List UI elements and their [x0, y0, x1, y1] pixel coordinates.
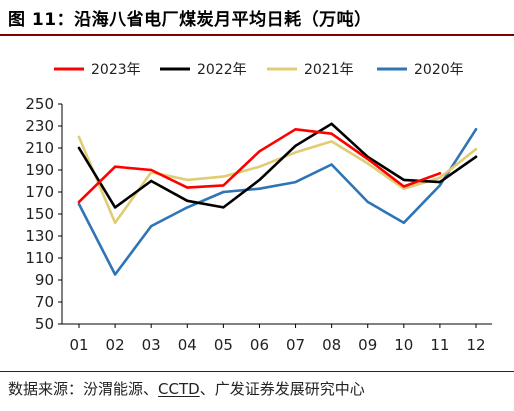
x-tick-label: 04 [178, 336, 197, 354]
x-tick-label: 10 [394, 336, 413, 354]
data-point [113, 206, 117, 209]
legend: 2023年 2022年 2021年 2020年 [54, 62, 464, 78]
point-marks [77, 122, 478, 276]
series-line-1 [77, 122, 478, 209]
data-point [113, 273, 117, 276]
data-point [258, 178, 261, 182]
data-point [474, 147, 478, 151]
x-tick-label: 06 [250, 336, 269, 354]
y-tick-label: 230 [25, 117, 54, 135]
y-tick-label: 250 [25, 95, 54, 113]
data-point [366, 162, 369, 165]
data-point [438, 172, 442, 175]
data-point [366, 155, 369, 158]
source-prefix: 数据来源：汾渭能源、 [8, 380, 159, 398]
x-tick-label: 09 [358, 336, 377, 354]
data-point [186, 178, 189, 182]
data-point [258, 165, 261, 168]
data-point [149, 224, 153, 228]
data-point [438, 176, 442, 179]
y-tick-label: 190 [25, 161, 54, 179]
data-point [149, 171, 153, 174]
data-point [366, 200, 369, 204]
data-point [366, 157, 369, 161]
data-point [474, 128, 478, 131]
data-point [294, 180, 297, 184]
data-point [222, 206, 225, 209]
title-divider [0, 34, 514, 36]
source-note: 数据来源：汾渭能源、CCTD、广发证券发展研究中心 [8, 378, 365, 399]
y-tick-label: 130 [25, 227, 54, 245]
data-point [258, 150, 261, 153]
series-line-3 [77, 128, 478, 276]
x-tick-label: 11 [430, 336, 449, 354]
data-point [222, 184, 225, 187]
x-tick-label: 08 [322, 336, 341, 354]
x-tick-label: 05 [214, 336, 233, 354]
legend-label: 2022年 [197, 62, 247, 78]
data-point [77, 202, 81, 206]
y-tick-label: 50 [35, 315, 54, 333]
data-point [402, 178, 406, 182]
data-point [330, 122, 333, 126]
data-point [402, 185, 406, 188]
data-point [402, 221, 406, 224]
source-link-cctd[interactable]: CCTD [158, 380, 200, 398]
data-point [186, 206, 189, 209]
source-suffix: 、广发证券发展研究中心 [199, 380, 365, 398]
data-point [474, 155, 478, 158]
legend-label: 2020年 [414, 62, 464, 78]
data-point [77, 135, 81, 139]
y-tick-label: 70 [35, 293, 54, 311]
x-tick-label: 03 [142, 336, 161, 354]
data-point [77, 200, 81, 204]
data-point [149, 179, 153, 183]
y-tick-label: 170 [25, 183, 54, 201]
data-point [77, 146, 81, 150]
footer-divider [0, 371, 514, 372]
y-tick-label: 150 [25, 205, 54, 223]
data-point [402, 187, 406, 190]
data-point [186, 199, 189, 202]
data-point [438, 180, 442, 184]
series-lines [77, 122, 478, 276]
chart-axes: 50 70 90 110 130 150 170 190 210 230 250 01 02 03 04 05… [25, 95, 492, 354]
data-point [258, 187, 261, 190]
data-point [113, 221, 117, 224]
data-point [222, 190, 225, 194]
data-point [294, 151, 297, 154]
data-point [186, 186, 189, 189]
data-point [294, 128, 297, 131]
y-tick-label: 110 [25, 249, 54, 267]
legend-label: 2023年 [91, 62, 141, 78]
legend-label: 2021年 [304, 62, 354, 78]
data-point [113, 165, 117, 168]
data-point [149, 168, 153, 172]
x-tick-label: 12 [466, 336, 485, 354]
x-tick-label: 02 [106, 336, 125, 354]
series-line-2 [77, 135, 478, 225]
figure-title: 图 11：沿海八省电厂煤炭月平均日耗（万吨） [8, 10, 372, 30]
y-tick-label: 90 [35, 271, 54, 289]
x-tick-label: 01 [69, 336, 88, 354]
data-point [330, 163, 333, 166]
data-point [438, 184, 442, 187]
data-point [294, 144, 297, 147]
y-tick-label: 210 [25, 139, 54, 157]
data-point [330, 132, 333, 135]
data-point [222, 175, 225, 178]
x-tick-label: 07 [286, 336, 305, 354]
data-point [330, 140, 333, 143]
